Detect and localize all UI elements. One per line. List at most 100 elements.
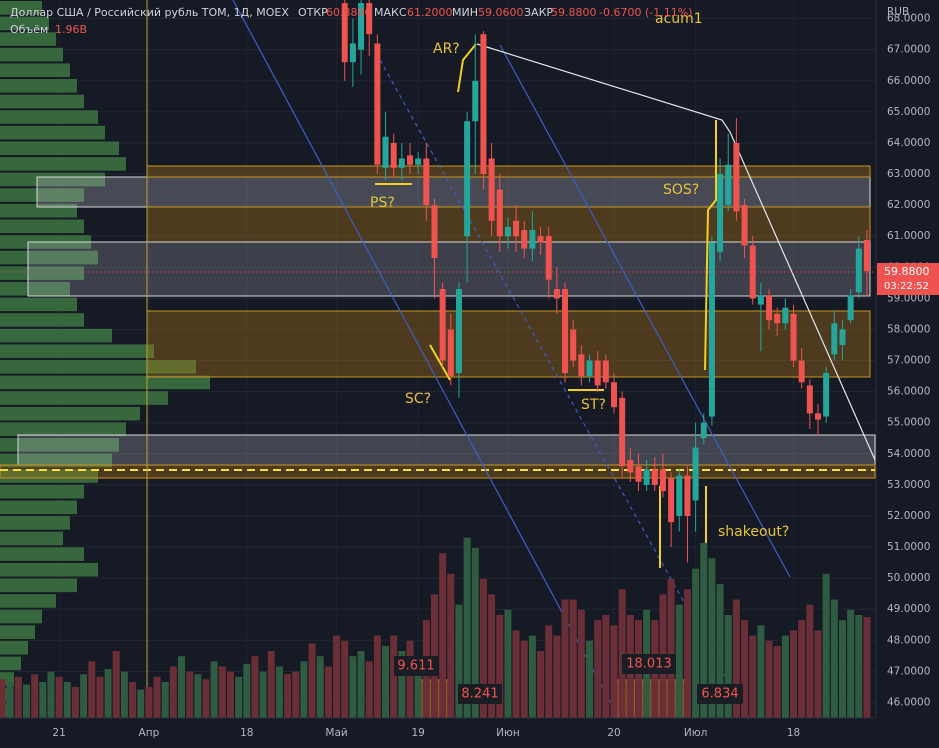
candle-body	[684, 475, 691, 516]
volume-bar	[341, 640, 349, 718]
y-tick-label: 67.0000	[887, 44, 930, 56]
candle-body	[725, 164, 732, 206]
volume-bar	[292, 671, 300, 718]
profile-bar	[0, 297, 77, 312]
profile-bar	[0, 375, 210, 390]
candle-body	[447, 329, 454, 377]
candle-body	[839, 329, 846, 346]
y-tick-label: 48.0000	[887, 634, 930, 646]
profile-bar	[0, 640, 28, 655]
volume-bar	[545, 625, 553, 718]
currency: RUB	[887, 6, 909, 18]
volume-bar	[226, 671, 234, 718]
ohlc-value: 59.0600	[478, 6, 524, 19]
volume-bar	[145, 687, 153, 718]
y-tick-label: 55.0000	[887, 417, 930, 429]
volume-bar	[129, 681, 137, 718]
volume-bar	[806, 604, 814, 718]
volume-bar	[781, 635, 789, 718]
volume-bar	[471, 548, 479, 718]
ohlc-label: ЗАКР	[524, 6, 553, 19]
volume-highlight	[613, 679, 689, 719]
y-tick-label: 65.0000	[887, 106, 930, 118]
profile-bar	[0, 281, 70, 296]
ohlc-label: МИН	[452, 6, 478, 19]
volume-bar	[137, 689, 145, 718]
candle-body	[455, 289, 462, 373]
volume-bar	[284, 674, 292, 718]
y-tick-label: 58.0000	[887, 323, 930, 335]
x-tick-label: 19	[411, 727, 424, 739]
candle-body	[774, 313, 781, 324]
volume-bar	[275, 666, 283, 718]
volume-bar	[14, 676, 22, 718]
candle-body	[358, 3, 365, 50]
profile-bar	[0, 344, 154, 358]
profile-bar	[0, 266, 84, 280]
volume-bar	[202, 679, 210, 718]
candle-body	[504, 226, 511, 237]
candle-body	[594, 360, 601, 386]
volume-bar	[675, 604, 683, 718]
volume-bar	[357, 651, 365, 718]
volume-bar	[463, 537, 471, 718]
x-tick-label: Май	[325, 727, 347, 739]
candle-body	[415, 158, 422, 165]
candle-body	[651, 469, 658, 485]
volume-bar	[708, 558, 716, 718]
volume-bar	[22, 684, 30, 718]
profile-bar	[0, 32, 56, 46]
x-tick-label: Июл	[684, 727, 707, 739]
candles	[341, 0, 870, 563]
volume-bar	[259, 671, 267, 718]
profile-bar	[0, 687, 12, 702]
volume-bar	[798, 620, 806, 718]
volume-bar	[71, 687, 79, 718]
volume-bar	[382, 645, 390, 718]
candle-body	[488, 158, 495, 221]
volume-bar	[692, 568, 700, 718]
profile-bar	[0, 562, 98, 577]
candle-body	[439, 289, 446, 361]
candle-body	[398, 158, 405, 168]
volume-bar	[838, 620, 846, 718]
y-tick-label: 56.0000	[887, 386, 930, 398]
volume-bar	[251, 656, 259, 718]
y-tick-label: 57.0000	[887, 355, 930, 367]
candle-body	[586, 360, 593, 377]
candle-body	[766, 295, 773, 321]
candle-body	[553, 289, 560, 299]
volume-bar	[716, 584, 724, 718]
volume-bar	[610, 625, 618, 718]
profile-bar	[0, 406, 140, 421]
y-tick-label: 51.0000	[887, 541, 930, 553]
trend-line	[499, 44, 791, 578]
volume-bar	[104, 669, 112, 718]
candle-body	[790, 313, 797, 361]
candle-body	[570, 329, 577, 361]
volume-bar	[455, 604, 463, 718]
volume-bar	[47, 671, 55, 718]
profile-bar	[0, 1, 42, 15]
annotation: shakeout?	[718, 524, 789, 540]
annotation: AR?	[433, 41, 460, 57]
candle-body	[700, 422, 707, 439]
candle-body	[513, 220, 520, 237]
volume-bar	[218, 666, 226, 718]
profile-bar	[0, 250, 98, 265]
volume-bar	[479, 578, 487, 718]
ohlc-label: МАКС	[374, 6, 407, 19]
price-axis	[876, 0, 939, 748]
profile-bar	[0, 125, 105, 140]
volume-bar	[683, 589, 691, 718]
y-tick-label: 63.0000	[887, 168, 930, 180]
volume-bar	[235, 676, 243, 718]
annotation: PS?	[370, 195, 395, 211]
profile-bar	[0, 516, 70, 530]
y-axis: 46.0000 47.0000 48.0000 49.0000 50.0000 51.00…	[887, 13, 930, 709]
volume-bar	[512, 630, 520, 718]
candle-body	[815, 413, 821, 420]
profile-bar	[0, 547, 84, 561]
candle-body	[659, 469, 666, 492]
volume-bar	[406, 640, 414, 718]
